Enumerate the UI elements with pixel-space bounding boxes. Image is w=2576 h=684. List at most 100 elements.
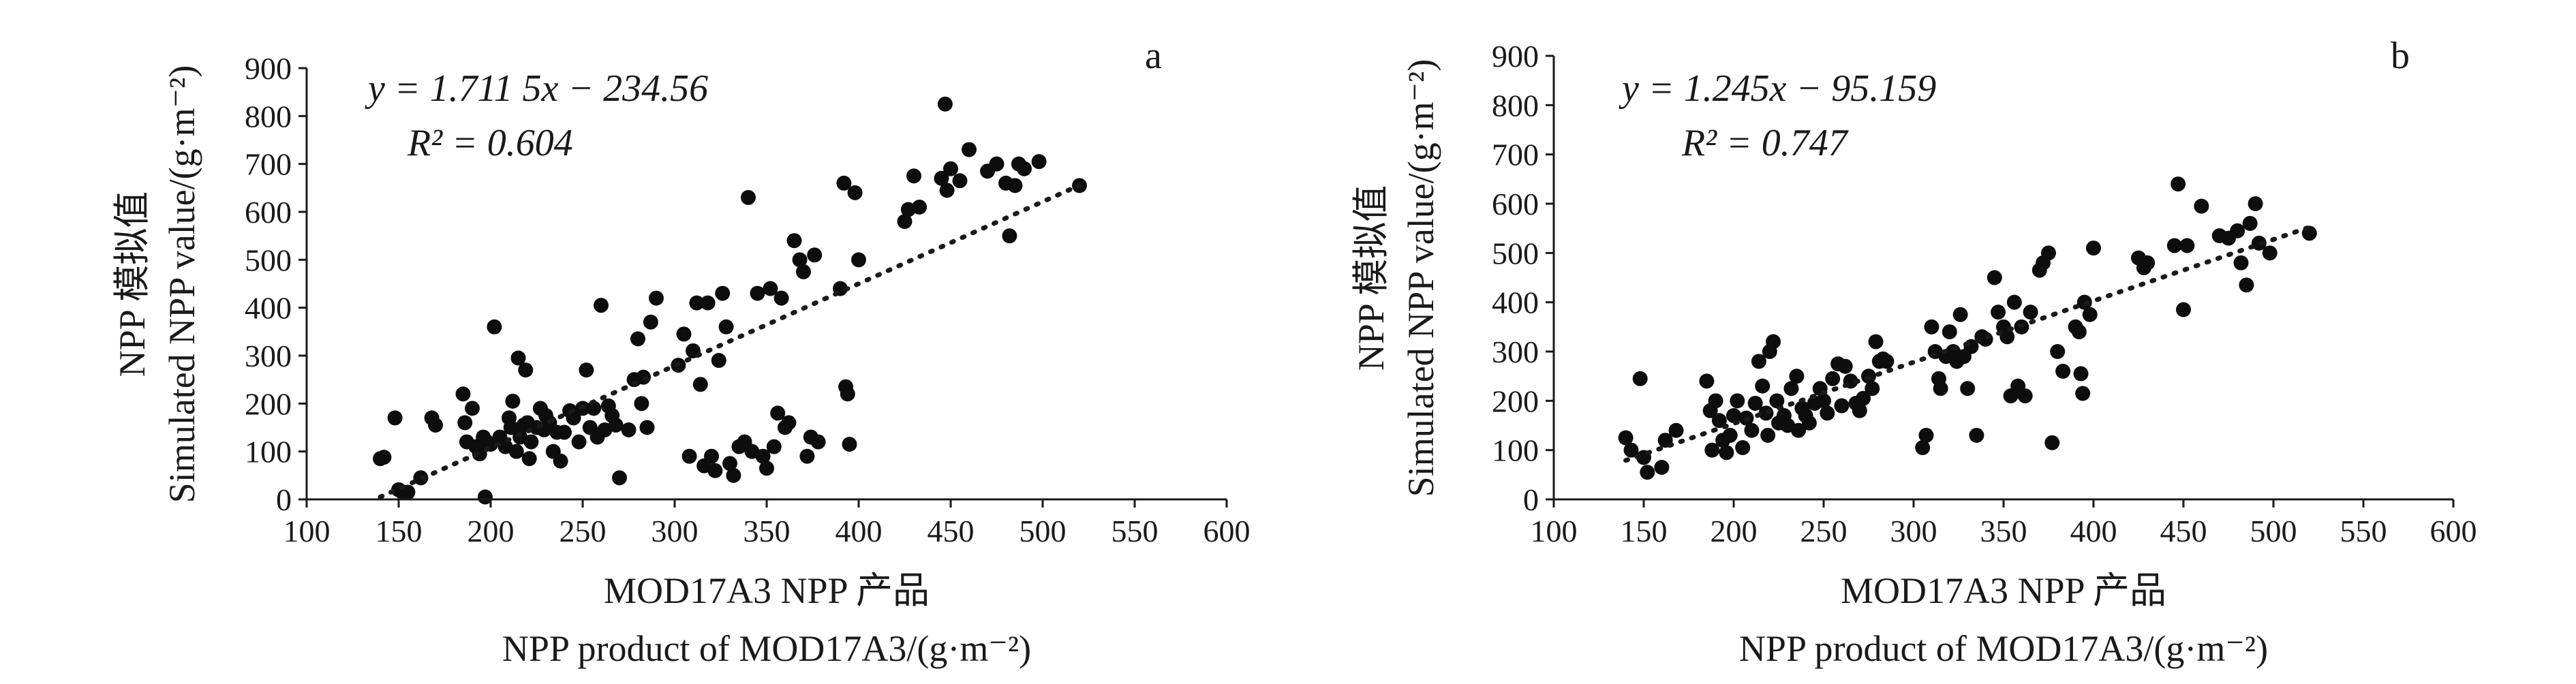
- data-point: [477, 489, 493, 505]
- data-point: [1632, 371, 1648, 386]
- data-point: [518, 362, 534, 378]
- x-tick-label: 250: [1800, 514, 1847, 548]
- data-point: [707, 463, 723, 478]
- data-point: [428, 417, 443, 433]
- y-tick-label: 600: [1492, 187, 1539, 221]
- x-tick-label: 300: [1890, 514, 1937, 548]
- data-point: [2251, 235, 2267, 251]
- data-point: [1837, 358, 1853, 374]
- x-tick-label: 100: [283, 514, 331, 548]
- data-point: [2262, 245, 2278, 261]
- x-ticks-a: 100 150 200 250 300 350 400 450 500 550 600: [283, 499, 1251, 548]
- r2-b: R² = 0.747: [1681, 122, 1849, 164]
- data-point: [989, 156, 1005, 172]
- data-point: [1816, 393, 1831, 409]
- data-point: [1801, 415, 1817, 431]
- data-point: [1618, 430, 1634, 446]
- data-point: [1755, 378, 1770, 394]
- data-point: [807, 247, 823, 263]
- data-point: [1760, 427, 1776, 443]
- data-point: [715, 285, 731, 301]
- data-point: [750, 285, 765, 301]
- y-tick-label: 400: [245, 291, 292, 326]
- data-point: [952, 173, 968, 189]
- x-label-cn-a: MOD17A3 NPP 产品: [604, 570, 930, 611]
- data-point: [639, 420, 655, 435]
- data-point: [1722, 427, 1738, 443]
- data-point: [2071, 324, 2087, 340]
- y-tick-label: 500: [245, 243, 292, 277]
- equation-a: y = 1.711 5x − 234.56: [365, 67, 708, 110]
- data-point: [937, 96, 953, 112]
- data-point: [847, 185, 863, 200]
- data-point: [2044, 435, 2060, 450]
- data-point: [692, 377, 708, 392]
- data-point: [741, 189, 756, 205]
- data-point: [755, 448, 771, 464]
- data-point: [1007, 178, 1023, 193]
- data-point: [557, 424, 572, 440]
- y-label-en-a: Simulated NPP value/(g·m⁻²): [162, 65, 202, 503]
- data-point: [1991, 305, 2006, 320]
- data-point: [1766, 334, 1781, 349]
- data-point: [1751, 354, 1766, 369]
- x-tick-label: 300: [651, 514, 699, 548]
- data-point: [376, 450, 392, 465]
- data-point: [851, 252, 866, 268]
- x-tick-label: 250: [559, 514, 607, 548]
- y-ticks-a: 0 100 200 300 400 500 600 700 800 900: [245, 51, 307, 517]
- x-tick-label: 600: [1203, 514, 1251, 548]
- y-label-cn-a: NPP 模拟值: [112, 191, 153, 377]
- x-tick-label: 400: [835, 514, 883, 548]
- data-point: [796, 264, 811, 279]
- y-label-en-b: Simulated NPP value/(g·m⁻²): [1400, 59, 1441, 497]
- data-point: [766, 439, 782, 454]
- data-point: [722, 456, 737, 471]
- data-point: [704, 448, 719, 464]
- data-point: [1868, 334, 1884, 349]
- data-point: [457, 415, 473, 431]
- data-point: [2041, 245, 2056, 261]
- data-point: [773, 290, 789, 306]
- x-label-en-a: NPP product of MOD17A3/(g·m⁻²): [502, 628, 1031, 669]
- x-tick-label: 550: [1111, 514, 1159, 548]
- data-point: [840, 386, 855, 402]
- data-point: [2075, 386, 2091, 401]
- data-point: [781, 415, 797, 431]
- data-point: [608, 417, 624, 433]
- data-point: [1789, 369, 1805, 384]
- data-point: [2073, 366, 2089, 382]
- x-tick-label: 400: [2070, 514, 2117, 548]
- data-point: [2171, 176, 2186, 192]
- data-point: [939, 183, 955, 198]
- data-point: [1769, 393, 1785, 409]
- data-point: [2179, 238, 2195, 253]
- y-tick-label: 900: [1492, 39, 1539, 74]
- data-point: [586, 401, 602, 416]
- data-point: [2140, 255, 2156, 270]
- data-point: [943, 161, 958, 176]
- data-point: [1825, 371, 1841, 386]
- data-point: [2194, 198, 2209, 214]
- data-point: [1708, 393, 1723, 409]
- y-tick-label: 700: [1492, 138, 1539, 172]
- data-point: [2050, 344, 2066, 359]
- data-point: [1999, 329, 2015, 345]
- data-point: [1719, 445, 1734, 461]
- data-point: [2248, 196, 2263, 211]
- data-point: [1017, 161, 1032, 176]
- data-point: [1879, 354, 1895, 369]
- data-point: [2055, 363, 2071, 379]
- data-point: [718, 319, 734, 335]
- data-point: [510, 350, 526, 366]
- data-point: [553, 453, 568, 469]
- data-point: [1952, 307, 1968, 322]
- data-point: [1730, 393, 1745, 409]
- panel-label-a: a: [1145, 35, 1162, 77]
- data-point: [1031, 154, 1047, 170]
- data-point: [1668, 422, 1684, 438]
- data-point: [1783, 381, 1799, 397]
- x-ticks-b: 100 150 200 250 300 350 400 450 500 550 600: [1531, 499, 2477, 548]
- equation-b: y = 1.245x − 95.159: [1619, 67, 1936, 110]
- data-point: [523, 434, 539, 450]
